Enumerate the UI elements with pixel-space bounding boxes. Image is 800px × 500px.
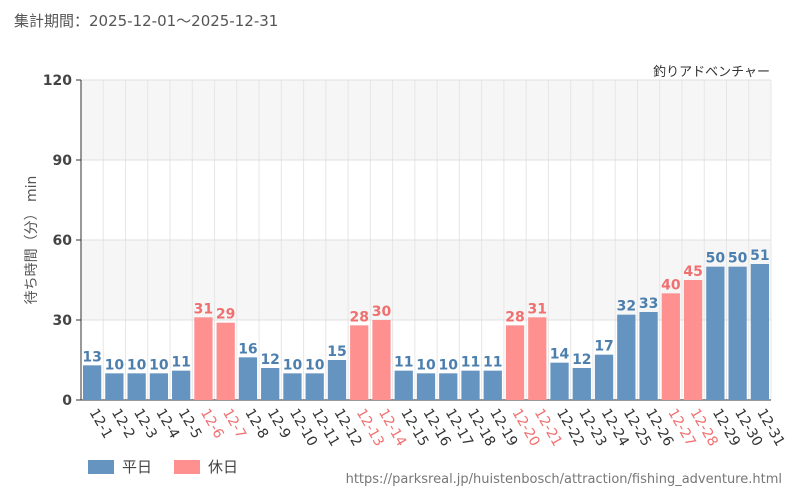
bar [639,312,658,400]
legend-holiday-label: 休日 [208,458,239,476]
bar [238,357,258,400]
plot-band [81,240,771,320]
value-label: 28 [349,309,368,325]
value-label: 32 [617,299,636,315]
bar [283,373,302,400]
holiday-swatch [174,459,201,474]
value-label: 28 [505,309,524,325]
value-label: 10 [416,357,436,373]
y-tick-label: 0 [62,393,72,409]
value-label: 30 [372,304,392,320]
bar [327,360,347,400]
value-label: 17 [594,339,613,355]
value-label: 15 [327,344,346,360]
legend-holiday: 休日 [174,456,238,477]
bar [439,373,458,400]
bar [483,370,502,400]
y-tick-label: 60 [53,233,73,249]
value-label: 12 [260,352,279,368]
bar [572,368,591,400]
bar [105,373,124,400]
bar [394,370,413,400]
legend-weekday-label: 平日 [122,458,153,476]
bar [261,368,280,400]
bars [83,264,769,400]
y-tick-label: 120 [43,73,72,89]
y-tick-labels: 0 30 60 90 120 [43,73,81,409]
value-label: 11 [394,355,413,371]
value-label: 10 [305,357,325,373]
bar [127,373,146,400]
value-label: 31 [194,301,213,317]
bar [83,365,102,400]
value-label: 29 [216,307,235,323]
plot-band [81,80,771,160]
value-label: 50 [706,251,726,267]
bar [750,264,769,400]
bar [416,373,436,400]
value-label: 10 [149,357,169,373]
bar [594,354,614,400]
value-label: 10 [127,357,147,373]
bar [305,373,324,400]
value-label: 51 [750,248,769,264]
bar [350,325,369,400]
bar [461,370,480,400]
legend-weekday: 平日 [88,456,152,477]
bar [728,266,747,400]
bar [706,266,725,400]
value-label: 10 [283,357,303,373]
period-label: 集計期間：2025-12-01～2025-12-31 [14,12,279,30]
y-tick-label: 90 [53,153,73,169]
value-label: 11 [461,355,480,371]
value-label: 33 [639,296,658,312]
value-label: 50 [728,251,748,267]
value-label: 13 [82,349,101,365]
value-label: 11 [483,355,502,371]
bar [194,317,213,400]
value-label: 40 [661,277,681,293]
bar [661,293,680,400]
x-tick-labels: 12-112-212-312-412-512-612-712-812-912-1… [86,406,788,449]
bar [683,280,703,400]
value-label: 45 [683,264,702,280]
bar [550,362,569,400]
y-axis-label: 待ち時間（分） min [24,176,40,305]
value-label: 16 [238,341,257,357]
source-url: https://parksreal.jp/huistenbosch/attrac… [345,472,782,487]
weekday-swatch [88,459,114,474]
bar [149,373,169,400]
bar [528,317,547,400]
value-label: 14 [550,347,570,363]
bar [617,314,636,400]
bar [216,322,235,400]
bar [372,320,391,400]
value-label: 31 [528,301,547,317]
bar [505,325,525,400]
value-label: 10 [439,357,459,373]
chart-title: 釣りアドベンチャー [653,64,770,80]
plot-band [81,160,771,240]
bar [172,370,191,400]
y-tick-label: 30 [53,313,73,329]
value-label: 10 [105,357,125,373]
legend: 平日 休日 [88,456,238,477]
value-label: 12 [572,352,591,368]
value-label: 11 [171,355,190,371]
